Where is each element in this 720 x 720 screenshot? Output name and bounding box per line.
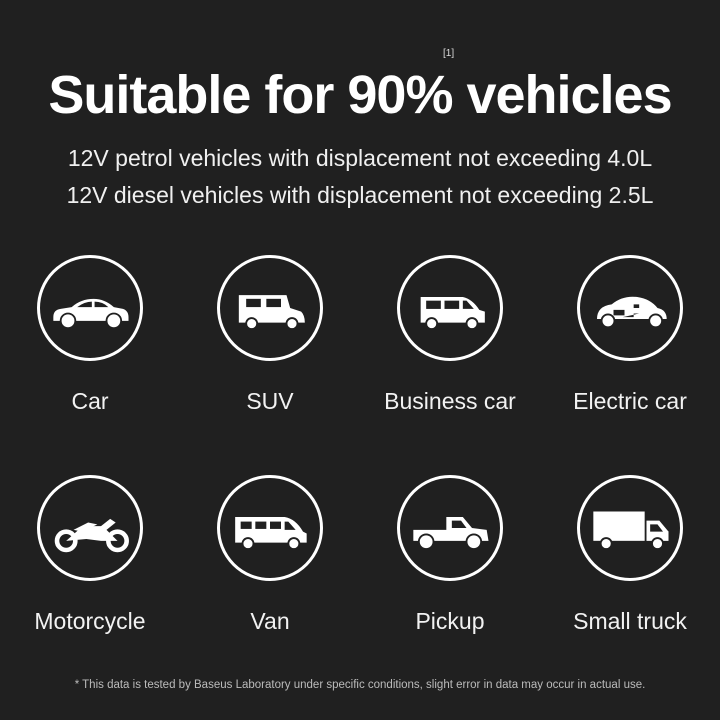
subtitle-petrol: 12V petrol vehicles with displacement no… [67,145,653,171]
vehicle-circle [577,255,683,361]
vehicle-label: Van [250,608,290,634]
vehicle-label: Small truck [573,608,687,634]
vehicle-circle [37,475,143,581]
pickup-icon [413,517,489,550]
sedan-icon [53,298,129,330]
vehicle-label: SUV [246,388,294,414]
vehicle-van: Van [180,475,360,635]
subtitle-diesel: 12V diesel vehicles with displacement no… [66,182,654,208]
vehicle-business-car: Business car [360,255,540,415]
suv-icon [238,295,305,330]
title-text: Suitable for 90% vehicles [48,65,672,125]
vehicle-circle [217,255,323,361]
vehicle-circle [217,475,323,581]
vehicle-motorcycle: Motorcycle [0,475,180,635]
truck-icon [593,511,669,550]
vehicle-label: Car [71,388,109,414]
van-icon [235,517,307,550]
vehicle-label: Electric car [573,388,687,414]
vehicle-circle [37,255,143,361]
vehicle-electric-car: Electric car [540,255,720,415]
minivan-icon [420,297,485,330]
motorcycle-icon [54,518,129,553]
electric-car-icon [597,296,667,329]
vehicle-label: Motorcycle [34,608,146,634]
vehicle-pickup: Pickup [360,475,540,635]
vehicle-car: Car [0,255,180,415]
footnote: * This data is tested by Baseus Laborato… [74,679,646,691]
vehicle-label: Pickup [415,608,485,634]
vehicle-circle [397,255,503,361]
page-title: Suitable for 90% vehicles [0,68,720,122]
footnote-ref: [1] [443,48,455,59]
vehicle-circle [397,475,503,581]
vehicle-small-truck: Small truck [540,475,720,635]
vehicle-suv: SUV [180,255,360,415]
vehicle-label: Business car [384,388,516,414]
vehicle-circle [577,475,683,581]
